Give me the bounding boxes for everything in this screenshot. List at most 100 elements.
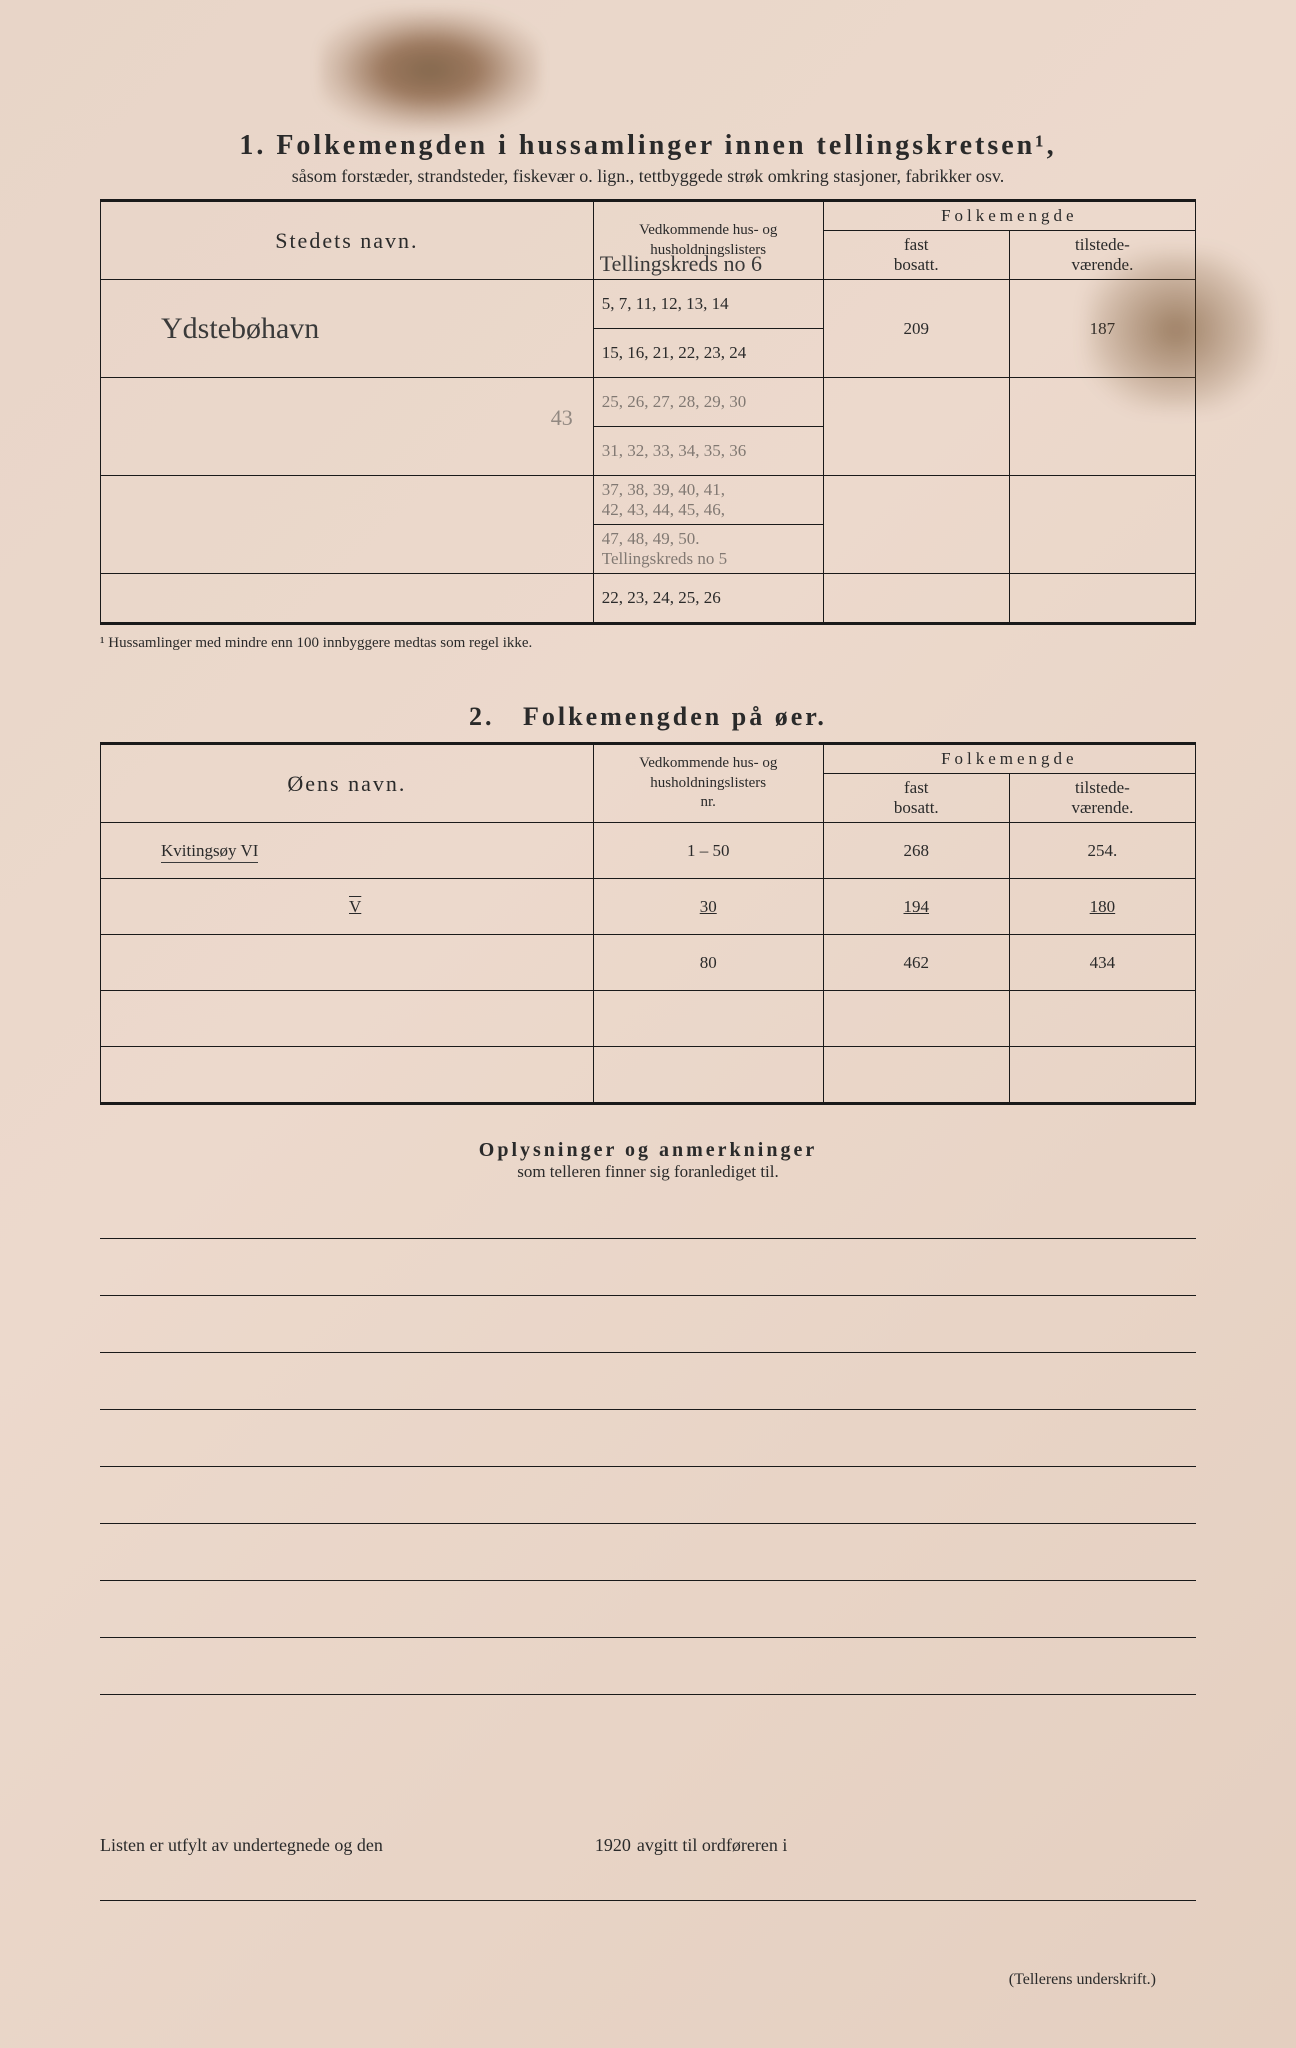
footer-suffix: avgitt til ordføreren i: [637, 1835, 787, 1856]
col-header-population-group: Folkemengde: [823, 745, 1195, 774]
population-fast-value: 268: [823, 823, 1009, 879]
table-row: Kvitingsøy VI 1 – 50 268 254.: [101, 823, 1196, 879]
col-header-place-name: Stedets navn.: [101, 202, 594, 280]
rule: [100, 1295, 1196, 1296]
section-1-title: 1. Folkemengden i hussamlinger innen tel…: [100, 130, 1196, 162]
section-2-heading: Folkemengden på øer.: [523, 702, 827, 731]
section-1-footnote: ¹ Hussamlinger med mindre enn 100 innbyg…: [100, 635, 1196, 652]
island-name-value: V: [341, 897, 369, 916]
empty-cell: [101, 574, 594, 623]
col-header-fast-bosatt: fast bosatt.: [823, 774, 1009, 823]
ref-line: Tellingskreds no 5: [602, 549, 727, 568]
rule: [100, 1352, 1196, 1353]
rule: [100, 1580, 1196, 1581]
population-fast-value: 209: [823, 280, 1009, 378]
rule: [100, 1238, 1196, 1239]
col-header-island-name: Øens navn.: [101, 745, 594, 823]
table-row: [101, 1047, 1196, 1103]
ref-header-line1: Vedkommende hus- og: [639, 222, 777, 238]
empty-cell: [1009, 1047, 1195, 1103]
list-ref-cell: 1 – 50: [593, 823, 823, 879]
empty-cell: [823, 991, 1009, 1047]
paper-stain: [1086, 250, 1266, 410]
empty-cell: [1009, 574, 1195, 623]
island-name-cell: Kvitingsøy VI: [101, 823, 594, 879]
population-tilstede-value: 254.: [1009, 823, 1195, 879]
population-tilstede-value: 180: [1009, 879, 1195, 935]
label: fast: [904, 235, 929, 254]
population-fast-value: 462: [823, 935, 1009, 991]
population-fast-value: 194: [823, 879, 1009, 935]
margin-note: 43: [551, 404, 573, 432]
signature-label: (Tellerens underskrift.): [100, 1971, 1196, 1989]
section-1-heading: Folkemengden i hussamlinger innen tellin…: [276, 130, 1056, 161]
empty-cell: [823, 378, 1009, 476]
section-1-number: 1.: [239, 130, 266, 161]
population-tilstede-value: 434: [1009, 935, 1195, 991]
island-name-value: Kvitingsøy VI: [161, 841, 258, 863]
list-ref-cell: 37, 38, 39, 40, 41, 42, 43, 44, 45, 46,: [593, 476, 823, 525]
rule: [100, 1637, 1196, 1638]
footer-blank-date: [389, 1850, 589, 1851]
label: tilstede-: [1075, 778, 1130, 797]
list-ref-cell: 47, 48, 49, 50. Tellingskreds no 5: [593, 525, 823, 574]
rule: [100, 1409, 1196, 1410]
notes-subtitle: som telleren finner sig foranlediget til…: [100, 1162, 1196, 1182]
section-2-title: 2. Folkemengden på øer.: [100, 702, 1196, 732]
label: Vedkommende hus- og: [639, 755, 777, 771]
ref-header-handwritten-note: Tellingskreds no 6: [600, 250, 817, 278]
col-header-tilstede: tilstede- værende.: [1009, 774, 1195, 823]
rule: [100, 1103, 1196, 1105]
rule: [100, 1466, 1196, 1467]
empty-cell: [593, 1047, 823, 1103]
footer-year: 1920: [595, 1835, 631, 1856]
col-header-list-ref: Vedkommende hus- og husholdningslisters …: [593, 745, 823, 823]
place-name-cell: Ydstebøhavn 43: [101, 280, 594, 378]
label: husholdningslisters: [650, 775, 766, 791]
empty-cell: [823, 1047, 1009, 1103]
table-row: 37, 38, 39, 40, 41, 42, 43, 44, 45, 46,: [101, 476, 1196, 525]
section-1-subtitle: såsom forstæder, strandsteder, fiskevær …: [100, 166, 1196, 187]
list-ref-cell: 31, 32, 33, 34, 35, 36: [593, 427, 823, 476]
ref-line: 47, 48, 49, 50.: [602, 529, 700, 548]
list-ref-cell: 22, 23, 24, 25, 26: [593, 574, 823, 623]
ref-line: 37, 38, 39, 40, 41,: [602, 480, 725, 499]
col-header-population-group: Folkemengde: [823, 202, 1195, 231]
empty-cell: [823, 476, 1009, 574]
empty-cell: [823, 574, 1009, 623]
notes-ruled-area: [100, 1238, 1196, 1695]
table-row: Ydstebøhavn 43 5, 7, 11, 12, 13, 14 209 …: [101, 280, 1196, 329]
table-row: 80 462 434: [101, 935, 1196, 991]
col-header-list-ref: Vedkommende hus- og husholdningslisters …: [593, 202, 823, 280]
col-header-fast-bosatt: fast bosatt.: [823, 231, 1009, 280]
paper-stain: [320, 10, 540, 130]
list-ref-cell: 80: [593, 935, 823, 991]
ref-line: 42, 43, 44, 45, 46,: [602, 500, 725, 519]
label: bosatt.: [894, 798, 939, 817]
notes-title: Oplysninger og anmerkninger: [100, 1139, 1196, 1162]
empty-cell: [101, 378, 594, 476]
table-row: [101, 991, 1196, 1047]
table-row: 25, 26, 27, 28, 29, 30: [101, 378, 1196, 427]
list-ref-cell: 25, 26, 27, 28, 29, 30: [593, 378, 823, 427]
table-row: V 30 194 180: [101, 879, 1196, 935]
list-ref-cell: 15, 16, 21, 22, 23, 24: [593, 329, 823, 378]
place-name-value: Ydstebøhavn: [161, 312, 319, 345]
rule: [100, 1523, 1196, 1524]
section-2-number: 2.: [469, 702, 495, 731]
table-header-row: Øens navn. Vedkommende hus- og husholdni…: [101, 745, 1196, 774]
table-header-row: Stedets navn. Vedkommende hus- og hushol…: [101, 202, 1196, 231]
list-ref-cell: 5, 7, 11, 12, 13, 14: [593, 280, 823, 329]
empty-cell: [593, 991, 823, 1047]
island-name-cell: V: [101, 879, 594, 935]
census-form-page: 1. Folkemengden i hussamlinger innen tel…: [0, 0, 1296, 2048]
empty-cell: [1009, 991, 1195, 1047]
list-ref-cell: 30: [593, 879, 823, 935]
section-2-table: Øens navn. Vedkommende hus- og husholdni…: [100, 744, 1196, 1103]
label: fast: [904, 778, 929, 797]
empty-cell: [101, 476, 594, 574]
label: bosatt.: [894, 255, 939, 274]
empty-cell: [1009, 476, 1195, 574]
rule: [100, 623, 1196, 625]
empty-cell: [101, 1047, 594, 1103]
